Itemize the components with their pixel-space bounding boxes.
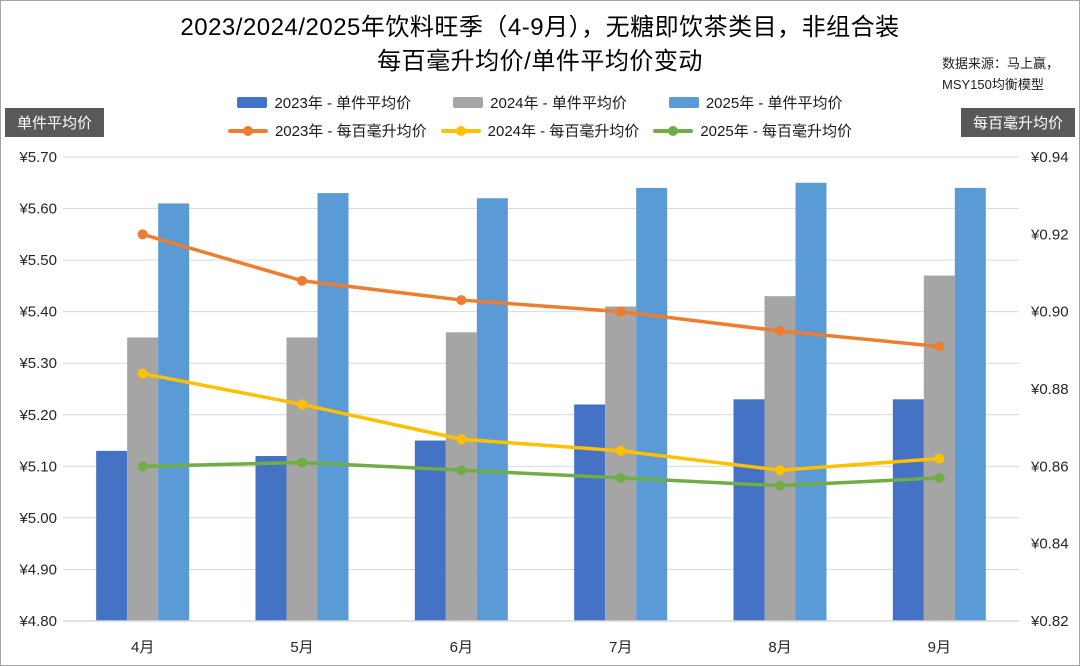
line-marker-series0-9月 [934,341,945,352]
bar-series1-4月 [127,337,159,621]
data-source-line-1: 数据来源：马上赢， [941,56,1059,71]
bar-series0-7月 [574,404,606,621]
legend-row-lines: 2023年 - 每百毫升均价 2024年 - 每百毫升均价 2025年 - 每百… [227,120,852,141]
legend-item-2025-bar: 2025年 - 单件平均价 [668,92,843,113]
x-axis-label: 8月 [768,639,791,656]
legend: 2023年 - 单件平均价 2024年 - 单件平均价 2025年 - 单件平均… [61,92,1019,141]
legend-label: 2024年 - 单件平均价 [490,95,627,112]
bar-series2-6月 [476,198,508,621]
bar-series2-4月 [158,203,190,621]
bar-series1-9月 [923,275,955,621]
legend-item-2023-line: 2023年 - 每百毫升均价 [227,120,427,141]
left-axis-tick-label: ¥5.30 [18,355,57,372]
bar-series0-5月 [255,456,287,621]
line-marker-series1-8月 [775,465,785,476]
bar-series2-9月 [954,187,986,621]
x-axis-label: 4月 [131,639,154,656]
line-marker-series2-5月 [297,457,307,468]
legend-item-2024-bar: 2024年 - 单件平均价 [453,92,627,113]
legend-bar-swatch-2024 [453,97,484,108]
legend-bar-swatch-2023 [237,97,268,108]
data-source-line-2: MSY150均衡模型 [941,77,1044,92]
data-source-note: 数据来源：马上赢， MSY150均衡模型 [942,53,1059,95]
line-marker-series0-6月 [456,295,467,306]
line-marker-series1-5月 [297,399,307,410]
line-marker-series0-8月 [775,326,785,336]
right-axis-tick-label: ¥0.94 [1030,149,1069,166]
bar-series1-8月 [764,296,796,621]
legend-label: 2025年 - 每百毫升均价 [700,123,853,140]
right-axis-tick-label: ¥0.90 [1030,304,1069,321]
legend-label: 2025年 - 单件平均价 [705,95,843,112]
bar-series0-8月 [733,399,765,621]
legend-item-2023-bar: 2023年 - 单件平均价 [237,92,411,113]
line-marker-series1-9月 [934,453,945,464]
line-series0 [140,232,942,349]
left-axis-tick-label: ¥5.10 [18,458,57,475]
left-axis-tick-label: ¥4.90 [18,561,57,578]
legend-label: 2024年 - 每百毫升均价 [487,123,640,140]
right-axis-tick-label: ¥0.92 [1030,226,1069,243]
line-marker-series2-7月 [615,472,626,483]
right-axis-tick-label: ¥0.86 [1030,458,1069,475]
bar-series1-6月 [445,332,477,621]
line-marker-series2-8月 [775,480,785,491]
x-axis-label: 5月 [290,639,313,656]
left-axis-tick-label: ¥5.70 [18,149,57,166]
line-marker-series1-7月 [615,445,626,456]
right-axis-tick-label: ¥0.88 [1030,381,1069,398]
line-marker-series1-4月 [137,368,148,379]
bar-series0-4月 [96,450,128,621]
left-axis-tick-label: ¥5.40 [18,304,57,321]
page-title: 2023/2024/2025年饮料旺季（4-9月），无糖即饮茶类目，非组合装 每… [1,11,1079,79]
bar-series1-5月 [286,337,318,621]
bar-series2-5月 [317,193,349,622]
line-marker-series2-4月 [137,461,148,472]
legend-item-2025-line: 2025年 - 每百毫升均价 [653,120,852,141]
x-axis-label: 7月 [609,639,632,656]
line-series2 [140,460,942,488]
left-axis-tick-label: ¥4.80 [18,613,57,630]
left-axis-tick-label: ¥5.50 [18,252,57,269]
legend-label: 2023年 - 每百毫升均价 [274,123,427,140]
bar-series0-9月 [892,399,924,621]
left-axis-title-badge: 单件平均价 [5,108,105,137]
right-axis-title-badge: 每百毫升均价 [960,108,1075,137]
legend-line-swatch-2023 [227,125,268,137]
line-marker-series1-6月 [456,434,467,445]
right-axis-tick-label: ¥0.84 [1030,536,1069,553]
bar-series2-8月 [795,182,827,621]
bar-series1-7月 [605,306,637,621]
legend-row-bars: 2023年 - 单件平均价 2024年 - 单件平均价 2025年 - 单件平均… [237,92,843,113]
line-marker-series2-9月 [934,472,945,483]
x-axis-label: 9月 [928,639,951,656]
legend-line-swatch-2024 [440,125,481,137]
line-marker-series2-6月 [456,465,467,476]
legend-label: 2023年 - 单件平均价 [274,95,412,112]
left-axis-tick-label: ¥5.20 [18,407,57,424]
left-axis-tick-label: ¥5.00 [18,510,57,527]
title-line-1: 2023/2024/2025年饮料旺季（4-9月），无糖即饮茶类目，非组合装 [180,14,900,41]
legend-item-2024-line: 2024年 - 每百毫升均价 [440,120,640,141]
line-marker-series0-7月 [615,306,626,317]
right-axis-tick-label: ¥0.82 [1030,613,1069,630]
x-axis-label: 6月 [450,639,473,656]
bar-series2-7月 [636,187,668,621]
left-axis-tick-label: ¥5.60 [18,201,57,218]
legend-bar-swatch-2025 [668,97,699,108]
legend-line-swatch-2025 [653,125,694,137]
title-line-2: 每百毫升均价/单件平均价变动 [377,48,703,75]
line-marker-series0-4月 [137,229,148,240]
line-series1 [140,371,942,472]
line-marker-series0-5月 [297,275,307,286]
